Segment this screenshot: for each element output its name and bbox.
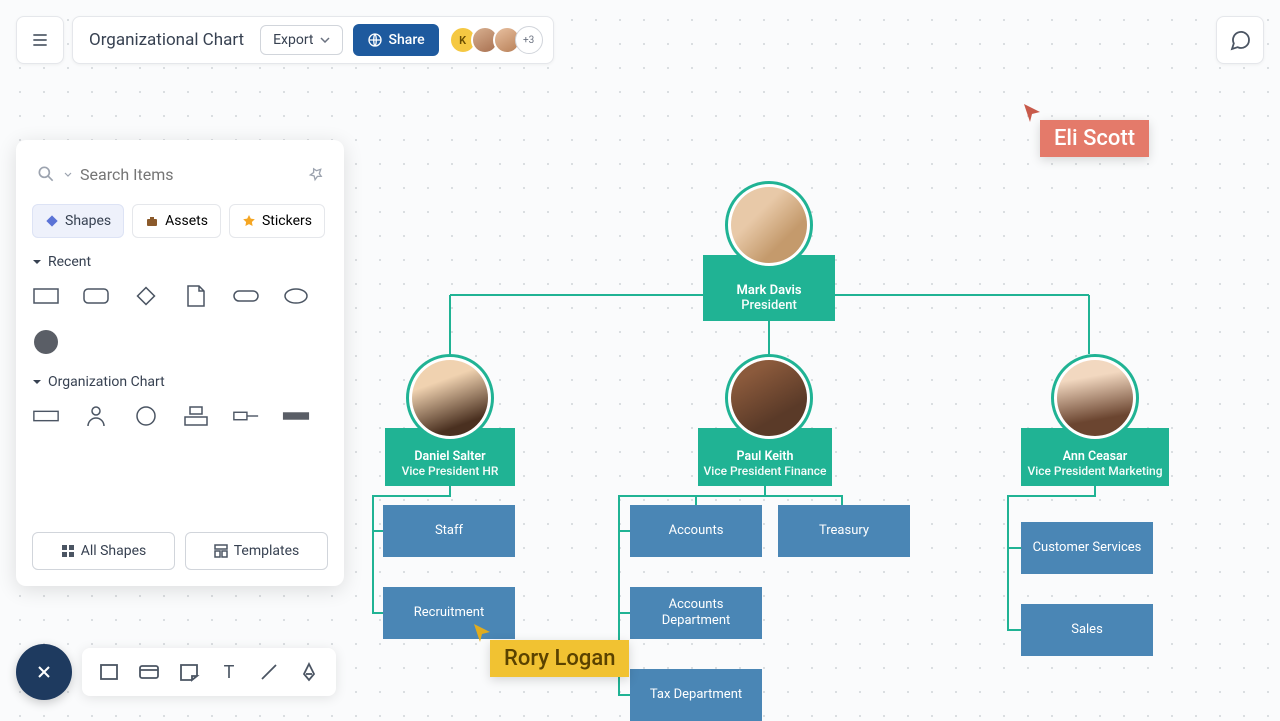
shape-person[interactable] — [82, 404, 110, 428]
node-avatar — [725, 181, 813, 269]
node-name: Mark Davis — [703, 283, 835, 298]
more-avatars-badge[interactable]: +3 — [515, 26, 543, 54]
button-label: Templates — [234, 543, 300, 559]
org-dept-box[interactable]: Treasury — [778, 505, 910, 557]
pin-icon[interactable] — [305, 163, 328, 186]
briefcase-icon — [145, 214, 159, 228]
tool-text[interactable]: T — [218, 661, 240, 683]
tab-stickers[interactable]: Stickers — [229, 204, 325, 238]
panel-tabs: Shapes Assets Stickers — [32, 204, 328, 238]
shape-rounded-rect[interactable] — [82, 284, 110, 308]
document-toolbar-group: Organizational Chart Export Share K +3 — [72, 16, 554, 64]
diamond-icon — [45, 214, 59, 228]
node-name: Daniel Salter — [385, 449, 515, 464]
org-shapes-grid — [32, 400, 328, 432]
shape-filled-bar[interactable] — [282, 404, 310, 428]
cursor-icon — [472, 622, 494, 644]
shape-filled-circle[interactable] — [32, 330, 60, 354]
section-header-org[interactable]: Organization Chart — [32, 374, 328, 390]
org-dept-box[interactable]: Sales — [1021, 604, 1153, 656]
top-toolbar: Organizational Chart Export Share K +3 — [16, 16, 554, 64]
star-icon — [242, 214, 256, 228]
section-label: Recent — [48, 254, 91, 270]
template-icon — [214, 544, 228, 558]
tab-assets[interactable]: Assets — [132, 204, 221, 238]
node-title-text: President — [703, 298, 835, 313]
node-name: Ann Ceasar — [1021, 449, 1169, 464]
caret-down-icon — [32, 258, 42, 266]
recent-shapes-grid — [32, 280, 328, 358]
cursor-icon — [1022, 102, 1044, 124]
org-dept-box[interactable]: Accounts — [630, 505, 762, 557]
node-title-text: Vice President Finance — [698, 464, 832, 478]
tool-card[interactable] — [138, 661, 160, 683]
collaborator-avatars: K +3 — [449, 26, 543, 54]
shapes-panel: Shapes Assets Stickers Recent Organizati… — [16, 140, 344, 586]
caret-down-icon — [32, 378, 42, 386]
org-dept-box[interactable]: Staff — [383, 505, 515, 557]
node-title-text: Vice President HR — [385, 464, 515, 478]
shape-document[interactable] — [182, 284, 210, 308]
search-icon — [36, 164, 56, 184]
grid-icon — [61, 544, 75, 558]
tab-label: Stickers — [262, 213, 312, 229]
org-dept-box[interactable]: Tax Department — [630, 669, 762, 721]
collaborator-cursor-eli: Eli Scott — [1040, 120, 1149, 157]
collaborator-label: Rory Logan — [490, 640, 629, 677]
export-button[interactable]: Export — [260, 25, 342, 55]
close-icon — [34, 662, 54, 682]
chevron-down-icon — [64, 172, 72, 177]
shape-arrow-box[interactable] — [232, 404, 260, 428]
tab-label: Assets — [165, 213, 208, 229]
globe-icon — [367, 32, 383, 48]
document-title[interactable]: Organizational Chart — [83, 30, 250, 50]
share-button[interactable]: Share — [353, 24, 439, 56]
shape-rectangle[interactable] — [32, 284, 60, 308]
shape-circle-outline[interactable] — [132, 404, 160, 428]
button-label: All Shapes — [81, 543, 147, 559]
tool-rectangle[interactable] — [98, 661, 120, 683]
panel-footer: All Shapes Templates — [32, 532, 328, 570]
hamburger-menu-button[interactable] — [16, 16, 64, 64]
tool-pen[interactable] — [298, 661, 320, 683]
shape-diamond[interactable] — [132, 284, 160, 308]
drawing-tools-strip: T — [82, 648, 336, 696]
close-button[interactable] — [16, 644, 72, 700]
section-label: Organization Chart — [48, 374, 165, 390]
collaborator-cursor-rory: Rory Logan — [490, 640, 629, 677]
org-dept-box[interactable]: Recruitment — [383, 587, 515, 639]
hamburger-icon — [30, 30, 50, 50]
shape-org-box[interactable] — [32, 404, 60, 428]
tab-label: Shapes — [65, 213, 111, 229]
shape-ellipse[interactable] — [282, 284, 310, 308]
tool-sticky[interactable] — [178, 661, 200, 683]
node-avatar — [725, 354, 813, 442]
shape-pill[interactable] — [232, 284, 260, 308]
templates-button[interactable]: Templates — [185, 532, 328, 570]
shape-card[interactable] — [182, 404, 210, 428]
collaborator-label: Eli Scott — [1040, 120, 1149, 157]
chevron-down-icon — [320, 37, 330, 43]
org-dept-box[interactable]: Customer Services — [1021, 522, 1153, 574]
node-title-text: Vice President Marketing — [1021, 464, 1169, 478]
tab-shapes[interactable]: Shapes — [32, 204, 124, 238]
org-dept-box[interactable]: Accounts Department — [630, 587, 762, 639]
tool-line[interactable] — [258, 661, 280, 683]
comments-button[interactable] — [1216, 16, 1264, 64]
comment-icon — [1228, 28, 1252, 52]
share-label: Share — [389, 32, 425, 48]
bottom-toolbar: T — [16, 644, 336, 700]
export-label: Export — [273, 32, 313, 48]
section-header-recent[interactable]: Recent — [32, 254, 328, 270]
search-row — [32, 156, 328, 192]
node-name: Paul Keith — [698, 449, 832, 464]
all-shapes-button[interactable]: All Shapes — [32, 532, 175, 570]
node-avatar — [1051, 354, 1139, 442]
svg-text:T: T — [224, 662, 235, 683]
search-input[interactable] — [80, 165, 300, 184]
node-avatar — [406, 354, 494, 442]
